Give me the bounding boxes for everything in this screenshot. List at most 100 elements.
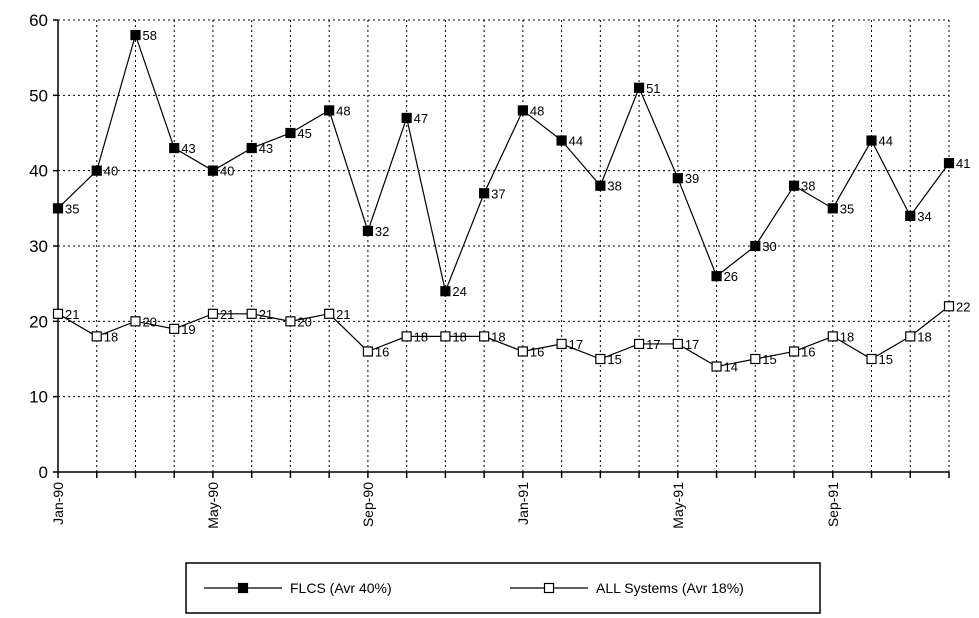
grid-lines <box>57 19 950 472</box>
data-label: 44 <box>569 134 583 149</box>
data-point <box>479 331 490 342</box>
x-tick-label: May-91 <box>670 482 686 529</box>
data-label: 18 <box>452 329 466 344</box>
data-point <box>517 346 528 357</box>
y-tick-label: 10 <box>29 388 48 407</box>
x-tick-label: May-90 <box>205 482 221 529</box>
data-point <box>827 203 838 214</box>
data-point <box>285 127 296 139</box>
legend-label: ALL Systems (Avr 18%) <box>596 580 744 596</box>
data-point <box>788 180 800 191</box>
data-label: 48 <box>530 103 544 118</box>
data-label: 20 <box>142 314 156 329</box>
data-labels: 35 40 58 43 40 43 45 48 32 47 24 37 48 44 38 51 39 26 30 38… <box>65 28 970 374</box>
data-label: 21 <box>259 307 273 322</box>
data-label: 24 <box>452 284 466 299</box>
data-point <box>246 142 257 154</box>
data-point <box>169 323 180 334</box>
data-point <box>672 338 683 350</box>
series-line-2 <box>57 305 950 368</box>
data-point <box>595 353 606 365</box>
data-label: 38 <box>801 179 815 194</box>
data-label: 18 <box>414 329 428 344</box>
data-label: 16 <box>801 344 815 359</box>
data-point <box>905 331 916 342</box>
data-label: 48 <box>336 103 350 118</box>
y-tick-label: 30 <box>29 237 48 256</box>
data-label: 37 <box>491 186 505 201</box>
series-lines <box>57 33 950 368</box>
data-label: 43 <box>181 141 195 156</box>
legend-marker <box>543 582 555 594</box>
data-label: 21 <box>336 307 350 322</box>
data-label: 19 <box>181 322 195 337</box>
legend-label: FLCS (Avr 40%) <box>290 580 392 596</box>
data-label: 18 <box>917 329 931 344</box>
x-tick-label: Sep-91 <box>825 482 841 527</box>
data-point <box>595 180 606 191</box>
data-point <box>556 338 567 350</box>
data-point <box>827 331 838 342</box>
data-point <box>905 210 916 221</box>
data-point <box>556 135 567 146</box>
data-label: 41 <box>956 156 970 171</box>
data-point <box>91 165 102 176</box>
data-label: 14 <box>724 360 738 375</box>
data-label: 15 <box>762 352 776 367</box>
data-point <box>866 353 877 365</box>
data-label: 35 <box>65 201 79 216</box>
data-point <box>866 135 877 146</box>
data-label: 15 <box>607 352 621 367</box>
data-point <box>711 361 722 372</box>
data-label: 16 <box>530 344 544 359</box>
data-label: 18 <box>840 329 854 344</box>
data-label: 38 <box>607 179 621 194</box>
data-point <box>633 338 645 350</box>
data-point <box>711 271 722 282</box>
data-label: 44 <box>879 134 893 149</box>
data-point <box>285 316 296 327</box>
data-point <box>943 301 955 312</box>
y-tick-label: 0 <box>39 463 48 482</box>
data-point <box>401 331 412 342</box>
data-point <box>246 308 257 319</box>
data-label: 22 <box>956 299 970 314</box>
data-point <box>324 308 335 319</box>
data-label: 17 <box>685 337 699 352</box>
data-label: 32 <box>375 224 389 239</box>
data-label: 17 <box>569 337 583 352</box>
data-label: 34 <box>917 209 931 224</box>
x-tick-label: Jan-91 <box>515 482 531 525</box>
data-label: 17 <box>646 337 660 352</box>
data-label: 30 <box>762 239 776 254</box>
data-point <box>440 331 451 342</box>
data-point <box>91 331 102 342</box>
legend: FLCS (Avr 40%) ALL Systems (Avr 18%) <box>185 562 821 614</box>
data-label: 51 <box>646 81 660 96</box>
data-label: 39 <box>685 171 699 186</box>
data-point <box>440 286 451 297</box>
data-point <box>207 308 219 319</box>
data-point <box>672 173 683 184</box>
data-label: 15 <box>879 352 893 367</box>
data-label: 20 <box>297 314 311 329</box>
legend-box <box>185 562 821 614</box>
data-point <box>633 82 645 93</box>
x-tick-label: Jan-90 <box>50 482 66 525</box>
data-label: 58 <box>142 28 156 43</box>
data-label: 16 <box>375 344 389 359</box>
y-tick-label: 40 <box>29 162 48 181</box>
data-label: 40 <box>220 164 234 179</box>
data-point <box>788 346 800 357</box>
data-point <box>362 346 374 357</box>
data-label: 26 <box>724 269 738 284</box>
y-tick-label: 50 <box>29 86 48 105</box>
data-point <box>479 188 490 199</box>
data-point <box>401 112 412 124</box>
tick-labels: 0 10 20 30 40 50 60 Jan-90 May-90 Sep-90 Jan-91 May… <box>29 11 841 529</box>
legend-marker <box>237 582 249 594</box>
data-point <box>362 225 374 237</box>
data-point <box>207 165 219 176</box>
data-point <box>130 316 141 327</box>
data-label: 18 <box>491 329 505 344</box>
